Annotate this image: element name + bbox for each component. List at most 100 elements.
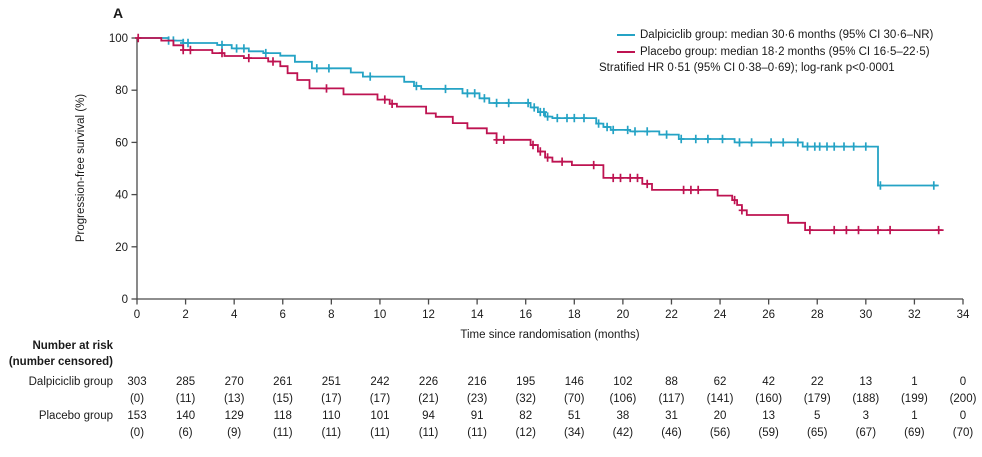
- censored-value: (65): [807, 427, 828, 439]
- censored-value: (15): [272, 393, 293, 405]
- svg-text:8: 8: [328, 309, 334, 321]
- x-axis-title: Time since randomisation (months): [460, 329, 640, 341]
- risk-value: 13: [762, 410, 776, 422]
- risk-table-header: Number at risk: [32, 340, 113, 352]
- risk-value: 3: [862, 410, 870, 422]
- risk-value: 5: [814, 410, 821, 422]
- risk-value: 82: [519, 410, 533, 422]
- censored-value: (117): [658, 393, 685, 405]
- censored-value: (67): [855, 427, 877, 439]
- legend-item-dalpiciclib: Dalpiciclib group: median 30·6 months (9…: [599, 27, 933, 44]
- svg-text:20: 20: [115, 242, 128, 254]
- risk-value: 0: [959, 376, 967, 388]
- dalpiciclib-line-swatch: [617, 34, 635, 37]
- legend-item-placebo: Placebo group: median 18·2 months (95% C…: [599, 44, 933, 61]
- risk-value: 285: [175, 376, 196, 388]
- censored-value: (11): [467, 427, 487, 439]
- risk-value: 153: [127, 410, 147, 422]
- risk-value: 1: [911, 410, 918, 422]
- censored-value: (188): [852, 393, 880, 405]
- censored-value: (200): [949, 393, 977, 405]
- censored-value: (42): [612, 427, 634, 439]
- risk-table-subheader: (number censored): [8, 356, 113, 368]
- risk-value: 261: [273, 376, 293, 388]
- risk-value: 216: [467, 376, 487, 388]
- risk-value: 13: [859, 376, 873, 388]
- censored-value: (199): [900, 393, 928, 405]
- svg-text:40: 40: [115, 190, 128, 202]
- risk-value: 38: [616, 410, 630, 422]
- svg-text:12: 12: [422, 309, 435, 321]
- risk-value: 94: [422, 410, 435, 422]
- risk-value: 195: [516, 376, 536, 388]
- svg-text:28: 28: [811, 309, 824, 321]
- risk-value: 91: [470, 410, 484, 422]
- censored-value: (21): [418, 393, 439, 405]
- svg-text:4: 4: [231, 309, 238, 321]
- svg-text:32: 32: [908, 309, 921, 321]
- curve-dalpiciclib: [137, 37, 939, 187]
- svg-text:0: 0: [122, 294, 128, 306]
- risk-value: 42: [762, 376, 776, 388]
- svg-text:60: 60: [115, 137, 128, 149]
- panel-letter: A: [113, 5, 124, 21]
- censor-marks-placebo: [135, 33, 942, 235]
- risk-value: 251: [321, 376, 341, 388]
- risk-value: 270: [224, 376, 244, 388]
- svg-text:0: 0: [134, 309, 140, 321]
- svg-text:18: 18: [568, 309, 581, 321]
- svg-text:30: 30: [859, 309, 872, 321]
- censored-value: (11): [321, 427, 342, 439]
- risk-value: 110: [322, 410, 341, 422]
- svg-text:100: 100: [109, 33, 128, 45]
- risk-value: 0: [959, 410, 967, 422]
- risk-value: 20: [713, 410, 727, 422]
- risk-value: 88: [665, 376, 678, 388]
- censored-value: (11): [370, 427, 390, 439]
- censored-value: (11): [418, 427, 439, 439]
- risk-value: 146: [564, 376, 584, 388]
- risk-value: 242: [370, 376, 390, 388]
- risk-row-label-dalpiciclib: Dalpiciclib group: [28, 376, 113, 388]
- svg-text:2: 2: [182, 309, 188, 321]
- censored-value: (11): [175, 393, 196, 405]
- censored-value: (17): [321, 393, 342, 405]
- censored-value: (11): [272, 427, 293, 439]
- svg-text:14: 14: [471, 309, 484, 321]
- risk-value: 62: [713, 376, 727, 388]
- svg-text:80: 80: [115, 85, 128, 97]
- censored-value: (70): [952, 427, 974, 439]
- censored-value: (160): [755, 393, 783, 405]
- censored-value: (6): [178, 427, 193, 439]
- censored-value: (106): [609, 393, 637, 405]
- svg-text:24: 24: [714, 309, 727, 321]
- risk-value: 226: [418, 376, 439, 388]
- censored-value: (59): [758, 427, 779, 439]
- risk-value: 140: [175, 410, 196, 422]
- risk-value: 1: [911, 376, 918, 388]
- svg-text:6: 6: [280, 309, 286, 321]
- censored-value: (13): [223, 393, 245, 405]
- risk-value: 51: [567, 410, 581, 422]
- svg-text:26: 26: [762, 309, 775, 321]
- censored-value: (179): [803, 393, 831, 405]
- legend: Dalpiciclib group: median 30·6 months (9…: [599, 27, 933, 77]
- risk-value: 31: [665, 410, 678, 422]
- risk-value: 102: [613, 376, 633, 388]
- svg-text:16: 16: [519, 309, 532, 321]
- risk-value: 22: [810, 376, 824, 388]
- censored-value: (70): [564, 393, 585, 405]
- svg-text:34: 34: [957, 309, 970, 321]
- svg-text:10: 10: [374, 309, 387, 321]
- censored-value: (0): [129, 393, 145, 405]
- censored-value: (69): [904, 427, 925, 439]
- censored-value: (34): [564, 427, 585, 439]
- censored-value: (46): [661, 427, 682, 439]
- censored-value: (9): [227, 427, 242, 439]
- risk-row-label-placebo: Placebo group: [38, 410, 113, 422]
- risk-value: 118: [273, 410, 292, 422]
- legend-label-dalpiciclib: Dalpiciclib group: median 30·6 months (9…: [640, 29, 934, 41]
